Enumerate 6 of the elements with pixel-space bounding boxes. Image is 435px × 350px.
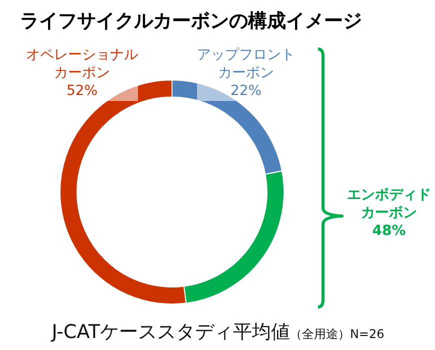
slice-label: オペレーショナルカーボン 52% (26, 46, 138, 101)
text: （全用途）N=26 (290, 327, 384, 341)
bracket-label: エンボディドカーボン 48% (347, 186, 431, 241)
text: J-CATケーススタディ平均値 (50, 321, 290, 343)
chart-title: ライフサイクルカーボンの構成イメージ (20, 10, 362, 32)
slice-label: アップフロントカーボン 22% (197, 46, 295, 101)
